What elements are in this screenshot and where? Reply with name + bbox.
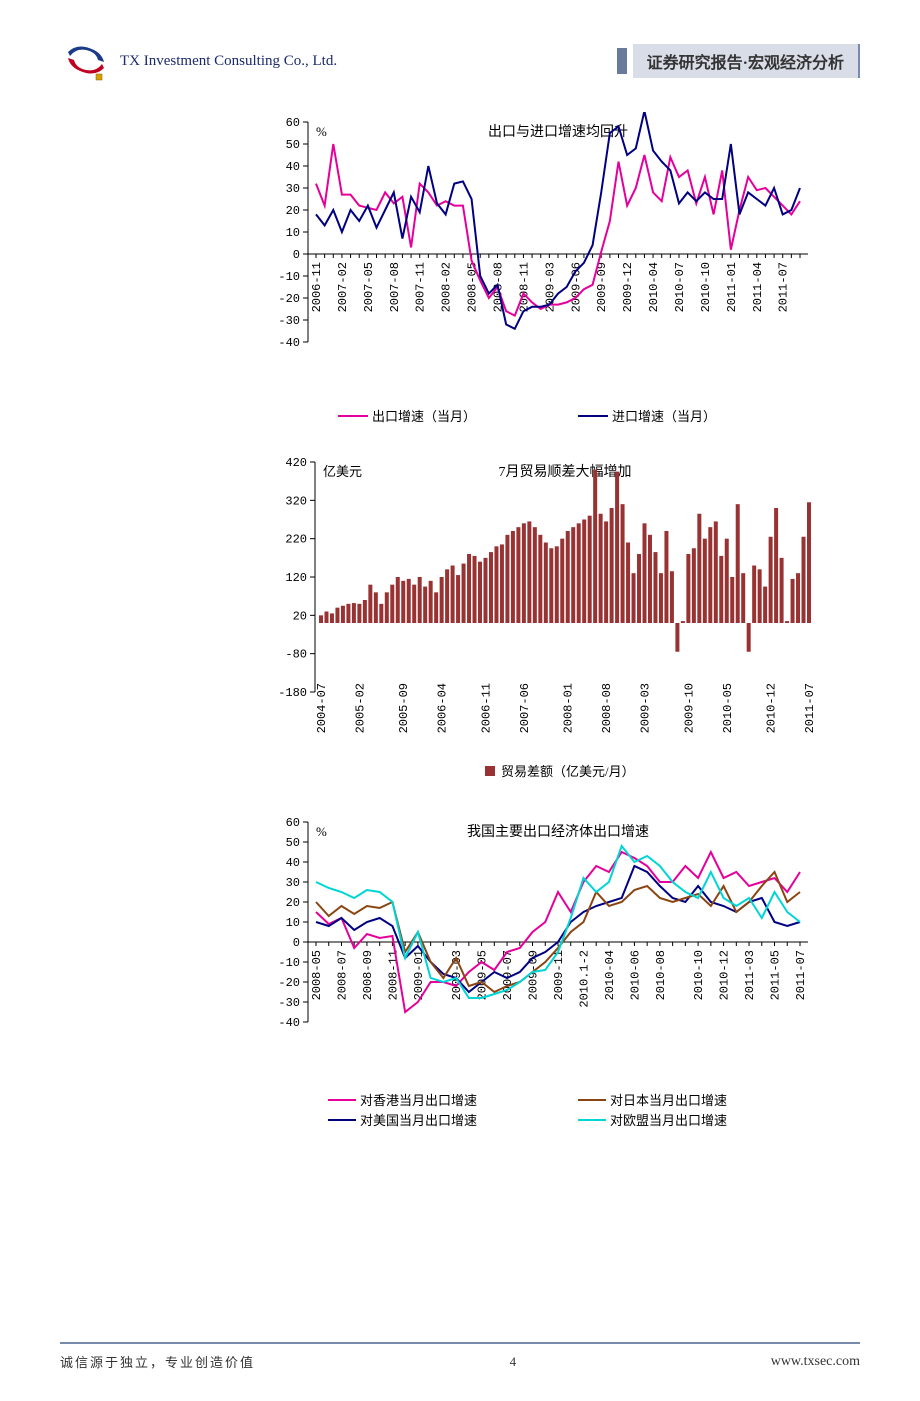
svg-text:2011-05: 2011-05: [769, 950, 783, 1000]
page-number: 4: [510, 1354, 517, 1370]
svg-text:2008-09: 2008-09: [361, 950, 375, 1000]
svg-text:-180: -180: [278, 686, 307, 700]
svg-text:20: 20: [293, 609, 307, 623]
svg-text:2010-10: 2010-10: [699, 262, 713, 312]
report-header: TX Investment Consulting Co., Ltd. 证券研究报…: [60, 40, 860, 82]
svg-text:对欧盟当月出口增速: 对欧盟当月出口增速: [610, 1113, 727, 1128]
svg-text:出口增速（当月）: 出口增速（当月）: [372, 409, 476, 424]
svg-text:2007-11: 2007-11: [414, 262, 428, 312]
svg-text:7月贸易顺差大幅增加: 7月贸易顺差大幅增加: [499, 464, 632, 480]
svg-text:2009-10: 2009-10: [682, 683, 696, 733]
chart-3-export-by-region: -40 -30 -20 -10 0 10 20 30 40 50 60 我国主要出口经济体出口增速% 2…: [260, 812, 820, 1142]
svg-text:0: 0: [293, 248, 300, 262]
svg-text:亿美元: 亿美元: [323, 464, 362, 479]
svg-text:2008-02: 2008-02: [440, 262, 454, 312]
svg-text:10: 10: [286, 916, 300, 930]
report-title: 证券研究报告·宏观经济分析: [633, 44, 860, 78]
svg-text:2009-03: 2009-03: [450, 950, 464, 1000]
svg-text:60: 60: [286, 816, 300, 830]
svg-text:-40: -40: [278, 1016, 300, 1030]
company-logo-icon: [60, 40, 112, 82]
chart-2-trade-surplus: -180 -80 20 120 220 320 420 7月贸易顺差大幅增加 亿美元 2004-0…: [260, 452, 820, 792]
svg-text:30: 30: [286, 182, 300, 196]
svg-text:0: 0: [293, 936, 300, 950]
svg-text:20: 20: [286, 896, 300, 910]
svg-text:进口增速（当月）: 进口增速（当月）: [612, 409, 716, 424]
svg-text:-20: -20: [278, 976, 300, 990]
svg-text:2006-04: 2006-04: [436, 683, 450, 733]
svg-text:2008-05: 2008-05: [310, 950, 324, 1000]
svg-text:40: 40: [286, 856, 300, 870]
svg-text:2009-05: 2009-05: [476, 950, 490, 1000]
svg-text:-40: -40: [278, 336, 300, 350]
svg-text:%: %: [316, 824, 327, 839]
svg-text:2007-06: 2007-06: [518, 683, 532, 733]
svg-text:贸易差额（亿美元/月）: 贸易差额（亿美元/月）: [501, 764, 635, 779]
svg-text:2010-10: 2010-10: [692, 950, 706, 1000]
svg-text:120: 120: [285, 571, 307, 585]
svg-text:2005-09: 2005-09: [397, 683, 411, 733]
svg-text:2005-02: 2005-02: [353, 683, 367, 733]
svg-text:2007-02: 2007-02: [336, 262, 350, 312]
svg-text:2010-04: 2010-04: [647, 262, 661, 312]
svg-text:30: 30: [286, 876, 300, 890]
footer-url: www.txsec.com: [771, 1354, 860, 1370]
svg-text:2008-07: 2008-07: [335, 950, 349, 1000]
svg-text:对美国当月出口增速: 对美国当月出口增速: [360, 1113, 477, 1128]
svg-text:50: 50: [286, 138, 300, 152]
svg-text:2010-12: 2010-12: [718, 950, 732, 1000]
svg-text:对日本当月出口增速: 对日本当月出口增速: [610, 1093, 727, 1108]
svg-text:2011-07: 2011-07: [794, 950, 808, 1000]
svg-text:我国主要出口经济体出口增速: 我国主要出口经济体出口增速: [467, 824, 649, 840]
svg-text:2006-11: 2006-11: [310, 262, 324, 312]
svg-text:2007-05: 2007-05: [362, 262, 376, 312]
svg-text:20: 20: [286, 204, 300, 218]
svg-text:40: 40: [286, 160, 300, 174]
svg-text:2011-01: 2011-01: [725, 262, 739, 312]
svg-text:对香港当月出口增速: 对香港当月出口增速: [360, 1093, 477, 1108]
svg-text:-10: -10: [278, 956, 300, 970]
svg-text:2011-03: 2011-03: [743, 950, 757, 1000]
svg-text:2011-04: 2011-04: [751, 262, 765, 312]
header-right: 证券研究报告·宏观经济分析: [617, 44, 860, 78]
svg-text:2008-08: 2008-08: [600, 683, 614, 733]
svg-text:2009-03: 2009-03: [639, 683, 653, 733]
report-footer: 诚信源于独立，专业创造价值 4 www.txsec.com: [60, 1342, 860, 1371]
svg-text:-30: -30: [278, 314, 300, 328]
svg-text:2008-05: 2008-05: [466, 262, 480, 312]
svg-text:2010-12: 2010-12: [765, 683, 779, 733]
svg-text:2009-12: 2009-12: [621, 262, 635, 312]
svg-text:320: 320: [285, 494, 307, 508]
chart-1-export-import-growth: -40 -30 -20 -10 0 10 20 30 40 50 60 出口与进口增速均回升% 2006…: [260, 112, 820, 432]
header-left: TX Investment Consulting Co., Ltd.: [60, 40, 337, 82]
svg-text:10: 10: [286, 226, 300, 240]
svg-text:2010-04: 2010-04: [603, 950, 617, 1000]
svg-text:2010-06: 2010-06: [628, 950, 642, 1000]
svg-text:2008-01: 2008-01: [562, 683, 576, 733]
svg-text:2004-07: 2004-07: [315, 683, 329, 733]
svg-text:50: 50: [286, 836, 300, 850]
svg-text:2006-11: 2006-11: [479, 683, 493, 733]
company-name: TX Investment Consulting Co., Ltd.: [120, 53, 337, 70]
header-accent-bar: [617, 48, 627, 74]
svg-text:2007-08: 2007-08: [388, 262, 402, 312]
svg-text:2010-07: 2010-07: [673, 262, 687, 312]
svg-text:220: 220: [285, 533, 307, 547]
footer-slogan: 诚信源于独立，专业创造价值: [60, 1352, 255, 1371]
svg-text:2011-07: 2011-07: [777, 262, 791, 312]
svg-text:-80: -80: [285, 648, 307, 662]
svg-text:420: 420: [285, 456, 307, 470]
svg-text:2010.1-2: 2010.1-2: [577, 950, 591, 1008]
svg-text:2010-05: 2010-05: [721, 683, 735, 733]
svg-text:-30: -30: [278, 996, 300, 1010]
svg-text:-10: -10: [278, 270, 300, 284]
svg-text:-20: -20: [278, 292, 300, 306]
svg-text:出口与进口增速均回升: 出口与进口增速均回升: [488, 124, 628, 140]
svg-text:60: 60: [286, 116, 300, 130]
svg-text:%: %: [316, 124, 327, 139]
svg-text:2010-08: 2010-08: [654, 950, 668, 1000]
svg-text:2011-07: 2011-07: [803, 683, 817, 733]
